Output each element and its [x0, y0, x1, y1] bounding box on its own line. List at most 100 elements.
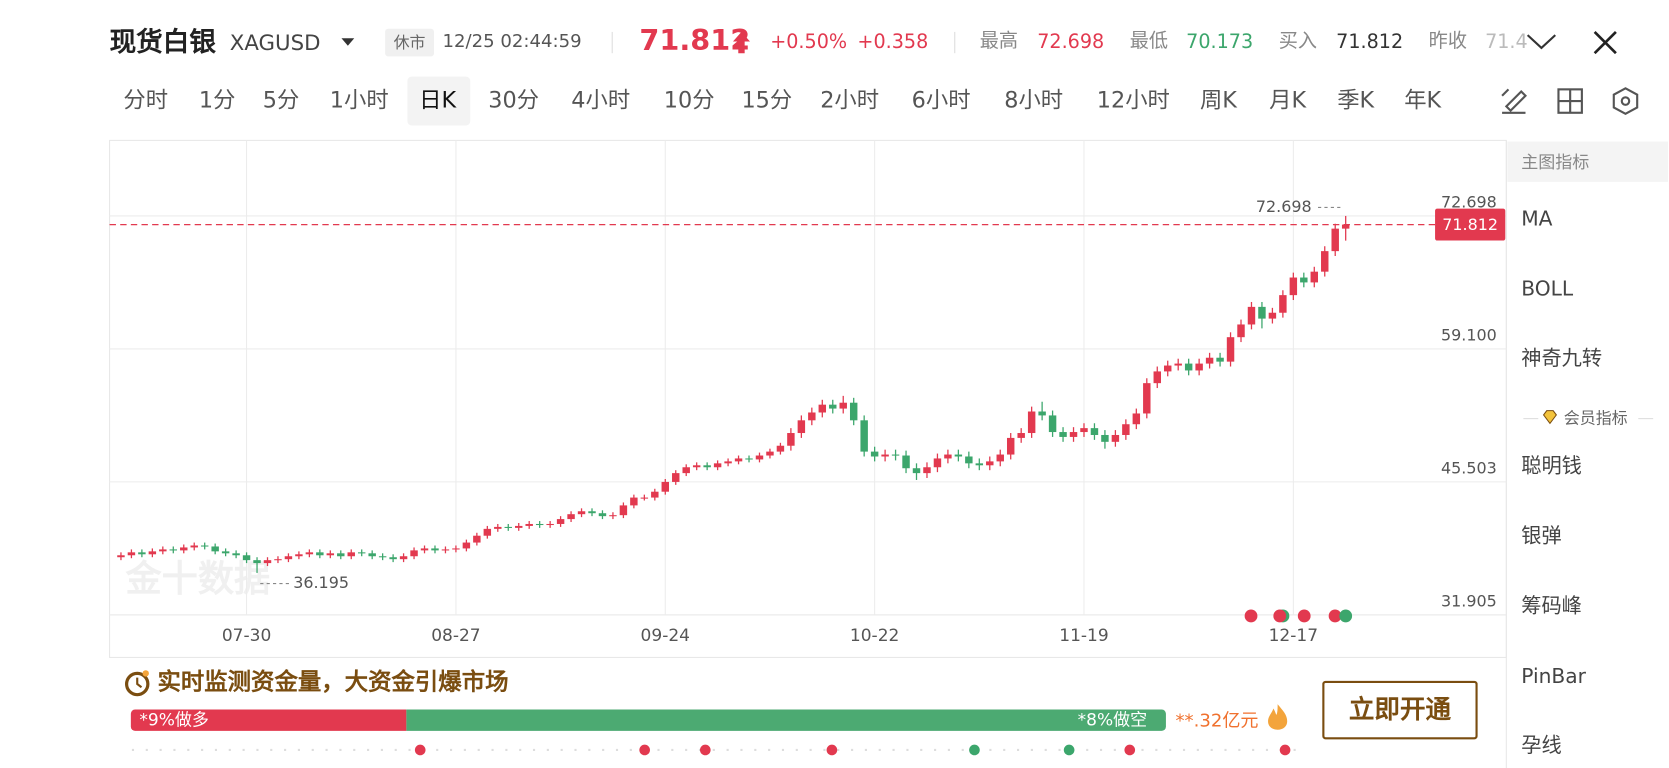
- banner-icon: [124, 670, 150, 697]
- banner-title: 实时监测资金量，大资金引爆市场: [157, 669, 509, 696]
- tab[interactable]: 2小时: [820, 87, 880, 113]
- candle-body: [755, 455, 764, 460]
- candle-body: [399, 556, 408, 560]
- candle-body: [473, 535, 481, 543]
- candle-body: [148, 551, 157, 555]
- candle-body: [190, 545, 198, 548]
- timestamp: 12/25 02:44:59: [442, 30, 582, 53]
- layout-icon[interactable]: [1556, 87, 1584, 115]
- candle-body: [546, 523, 554, 526]
- candle-body: [1143, 383, 1151, 414]
- candle-body: [117, 555, 125, 558]
- candle-body: [462, 542, 471, 549]
- candle-body: [1226, 337, 1235, 362]
- y-tick-label: 72.698: [1441, 193, 1497, 212]
- tab[interactable]: 1小时: [329, 87, 389, 113]
- candle-body: [713, 463, 722, 468]
- tab[interactable]: 季K: [1337, 87, 1375, 113]
- y-tick-label: 45.503: [1441, 459, 1497, 478]
- tab[interactable]: 12小时: [1096, 87, 1170, 113]
- settings-icon[interactable]: [1612, 86, 1640, 116]
- candle-body: [818, 404, 827, 413]
- candle-body: [734, 458, 743, 462]
- up-arrow: [732, 31, 750, 54]
- candle-body: [1132, 413, 1141, 425]
- indicator[interactable]: 神奇九转: [1521, 346, 1603, 371]
- tab[interactable]: 周K: [1199, 87, 1237, 113]
- draw-tool-icon[interactable]: [1498, 85, 1530, 117]
- candle-body: [1174, 363, 1182, 366]
- candle-body: [891, 454, 900, 456]
- candle-body: [1216, 357, 1224, 362]
- short-label: *8%做空: [1077, 709, 1148, 730]
- candle-body: [305, 552, 314, 555]
- candle-body: [441, 549, 450, 551]
- candle-body: [556, 519, 565, 524]
- tab[interactable]: 4小时: [571, 87, 631, 113]
- candle-body: [682, 467, 690, 474]
- tab[interactable]: 月K: [1269, 87, 1307, 113]
- tab[interactable]: 分时: [123, 87, 169, 113]
- tab[interactable]: 年K: [1404, 87, 1442, 113]
- tab[interactable]: 8小时: [1004, 87, 1064, 113]
- indicator[interactable]: PinBar: [1521, 664, 1586, 689]
- candle-body: [410, 550, 418, 557]
- long-label: *9%做多: [139, 709, 209, 730]
- indicator[interactable]: 筹码峰: [1521, 594, 1582, 619]
- symbol-caret[interactable]: [340, 37, 355, 48]
- candle-body: [1184, 363, 1193, 371]
- candle-body: [211, 546, 219, 552]
- short-bar: [406, 709, 1166, 731]
- candle-body: [1205, 357, 1214, 364]
- indicator[interactable]: 孕线: [1521, 734, 1562, 758]
- tab[interactable]: 30分: [488, 87, 540, 113]
- market-status: 休市: [385, 28, 435, 57]
- tab[interactable]: 15分: [741, 87, 793, 113]
- high-marker-label: 72.698: [1256, 197, 1312, 216]
- candle-body: [745, 458, 753, 460]
- candle-body: [357, 552, 366, 554]
- candle-body: [619, 505, 628, 516]
- x-tick-label: 12-17: [1269, 626, 1318, 646]
- candle-body: [933, 458, 942, 468]
- candle-body: [954, 454, 963, 457]
- candle-body: [452, 548, 460, 550]
- change-pct: +0.50%: [770, 30, 848, 54]
- tab-active[interactable]: 日K: [419, 87, 457, 113]
- indicator[interactable]: BOLL: [1521, 277, 1574, 302]
- candle-body: [839, 402, 847, 409]
- low-label: 最低: [1129, 29, 1169, 53]
- expand-button[interactable]: [1525, 32, 1557, 51]
- candle-body: [180, 547, 188, 551]
- candle-body: [1300, 277, 1308, 283]
- candle-body: [1331, 228, 1339, 252]
- candle-body: [692, 465, 701, 468]
- event-dot: [1328, 609, 1342, 623]
- x-tick-label: 11-19: [1059, 626, 1108, 646]
- candle-body: [389, 557, 397, 560]
- tab[interactable]: 5分: [262, 87, 300, 113]
- candle-body: [965, 456, 973, 464]
- divider: [1638, 418, 1654, 420]
- indicator[interactable]: 银弹: [1521, 524, 1562, 548]
- candle-body: [504, 526, 512, 528]
- indicator[interactable]: MA: [1521, 207, 1553, 231]
- candle-body: [1017, 433, 1025, 438]
- candle-body: [1101, 434, 1109, 442]
- candle-body: [996, 454, 1004, 462]
- symbol[interactable]: XAGUSD: [229, 29, 321, 56]
- close-button[interactable]: [1593, 30, 1619, 55]
- candle-body: [870, 451, 879, 457]
- tab[interactable]: 10分: [663, 87, 715, 113]
- last-price-label: 71.812: [1442, 215, 1498, 234]
- sidebar-header-bg: [1507, 141, 1669, 182]
- tab[interactable]: 6小时: [911, 87, 971, 113]
- subscribe-button[interactable]: 立即开通: [1322, 680, 1478, 740]
- candle-body: [1321, 251, 1329, 272]
- indicator[interactable]: 聪明钱: [1521, 454, 1582, 478]
- candle-body: [242, 555, 251, 561]
- candle-body: [609, 515, 617, 517]
- tab[interactable]: 1分: [198, 87, 236, 113]
